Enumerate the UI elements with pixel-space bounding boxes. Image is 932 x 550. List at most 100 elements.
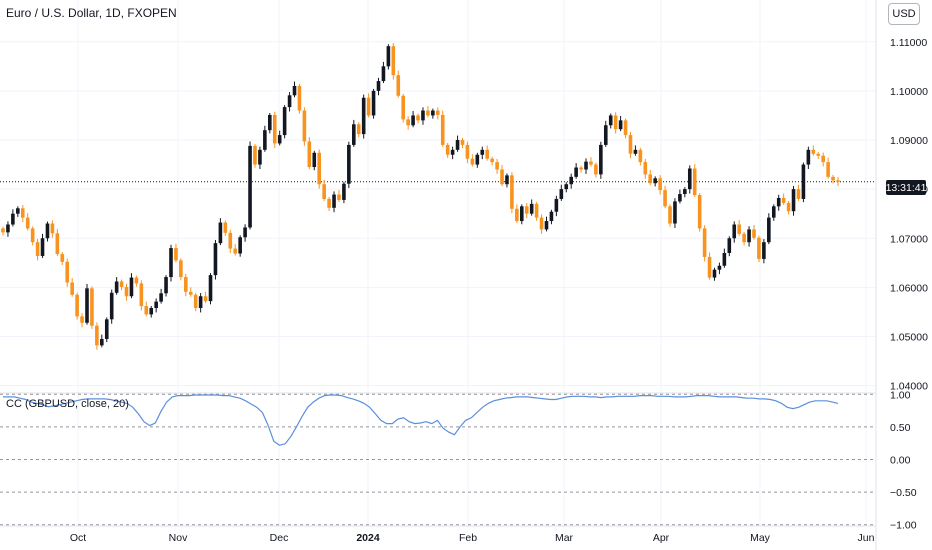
candle-body [663,190,667,207]
candle-body [495,162,499,170]
candle-body [144,306,149,315]
candle-body [100,338,104,346]
candle-body [20,208,25,218]
candle-body [361,97,366,135]
currency-button[interactable]: USD [888,3,920,25]
candle-body [648,174,653,184]
candle-body [584,161,588,170]
candle-body [391,46,396,76]
candle-body [50,223,55,234]
time-tick-label: Nov [169,532,188,544]
candle-body [238,237,242,254]
candle-body [312,152,317,168]
price-tick-label: 1.06000 [890,282,928,294]
candle-body [811,149,816,154]
candle-body [188,291,193,295]
candle-body [223,222,228,233]
candle-body [208,275,213,302]
candle-body [139,283,144,307]
candle-body [608,115,613,126]
candle-body [435,110,440,115]
candle-body [470,158,475,165]
candle-body [806,149,811,165]
candle-body [490,158,494,163]
candle-body [60,253,65,262]
candle-body [159,293,163,302]
candle-body [475,154,480,165]
time-tick-label: Jun [858,532,875,544]
candle-body [559,189,564,199]
price-tick-label: 1.07000 [890,233,928,245]
candle-body [544,221,549,230]
candle-body [771,206,776,218]
candle-body [549,211,554,222]
time-tick-label: Oct [70,532,86,544]
indicator-axis-ticks: 1.00 0.50 0.00 −0.50 −1.00 [890,389,917,531]
candle-body [416,115,420,121]
candle-body [524,206,529,214]
candle-body [213,243,218,276]
candle-body [431,110,435,116]
price-tick-label: 1.11000 [890,37,927,49]
candle-body [129,277,134,297]
candle-body [376,81,381,91]
candle-body [65,261,70,283]
chart-title: Euro / U.S. Dollar, 1D, FXOPEN [6,6,177,20]
candle-body [712,269,717,278]
candle-body [786,202,791,212]
candle-body [643,162,648,175]
candle-body [732,224,737,239]
candle-body [633,149,638,154]
candle-body [618,120,623,130]
candle-body [821,155,825,163]
candle-body [327,198,331,208]
candle-body [45,223,50,239]
candle-body [791,189,796,212]
candle-body [455,140,460,150]
candle-body [673,201,677,224]
candle-body [697,195,702,229]
candle-body [75,294,79,317]
candle-body [218,222,223,244]
candle-body [292,85,297,96]
candle-body [297,85,302,111]
indicator-tick-label: 1.00 [890,389,911,401]
candle-body [134,277,139,284]
candle-body [781,197,786,203]
candle-body [826,162,830,177]
candle-body [836,180,840,182]
last-price-tag: 13:31:41 [885,180,927,195]
time-axis-ticks: Oct Nov Dec 2024 Feb Mar Apr May Jun [70,532,875,544]
candle-body [692,168,697,196]
price-axis-ticks: 1.110001.100001.090001.080001.070001.060… [890,37,928,393]
candle-body [529,203,534,214]
candle-body [687,168,692,190]
cc-indicator-line [3,394,839,446]
candle-body [35,242,40,256]
candle-body [613,115,618,130]
candle-body [149,308,154,315]
candle-body [85,288,89,323]
candle-body [440,114,445,145]
candle-body [401,95,406,120]
candle-body [268,114,272,131]
candle-body [767,217,771,243]
candle-body [638,149,643,163]
candle-body [11,213,15,225]
time-tick-label: Feb [459,532,477,544]
candle-body [653,178,657,184]
candle-body [623,120,628,136]
candle-body [184,277,188,292]
candle-body [342,183,346,200]
candle-body [228,232,233,249]
indicator-label: CC (GBPUSD, close, 20) [6,398,129,410]
candle-body [564,184,569,190]
candle-body [465,144,470,159]
candle-body [109,292,114,320]
candle-body [579,167,583,170]
candle-body [510,175,514,209]
candle-body [277,135,282,144]
candle-body [193,294,198,309]
candle-body [801,164,806,199]
